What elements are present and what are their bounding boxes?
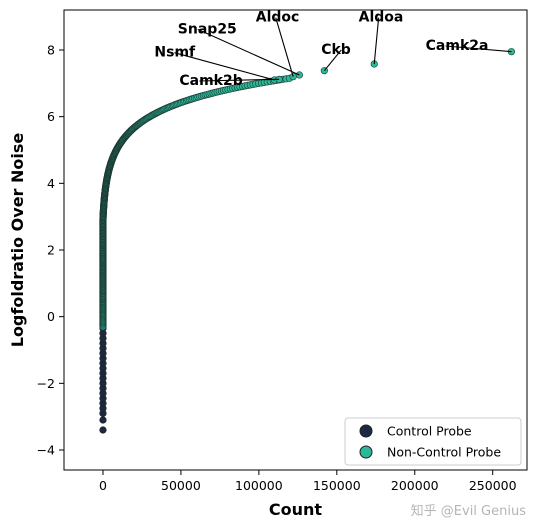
legend: Control Probe Non-Control Probe (344, 417, 522, 466)
gene-label: Aldoc (256, 10, 300, 26)
axes: 0 50000 100000 150000 200000 250000 −4 −2 0 2 4 6 8 C… (8, 9, 528, 519)
x-axis-title: Count (269, 500, 323, 519)
gene-label: Snap25 (178, 21, 237, 37)
y-tick-label: 4 (47, 176, 55, 191)
y-tick-label: −2 (37, 376, 55, 391)
annotations: Snap25 Aldoc Aldoa Nsmf Ckb Camk2a Camk2b (154, 10, 512, 89)
annotation-leader-line (174, 52, 275, 81)
gene-label: Camk2a (426, 38, 489, 54)
annotation-leader-line (445, 45, 512, 53)
legend-marker (359, 445, 373, 459)
legend-label: Non-Control Probe (387, 445, 501, 460)
gene-label: Nsmf (154, 45, 196, 61)
y-axis-title: Logfoldratio Over Noise (8, 133, 27, 348)
y-tick-label: 2 (47, 243, 55, 258)
control-probe-point (99, 426, 107, 434)
data-points (99, 48, 516, 434)
y-tick-label: −4 (37, 443, 55, 458)
legend-box (344, 417, 522, 466)
control-probe-point (99, 416, 107, 424)
x-tick-label: 250000 (469, 478, 517, 493)
legend-marker (359, 424, 373, 438)
annotation-leader-line (373, 17, 380, 65)
x-tick-label: 200000 (391, 478, 439, 493)
plot-frame (63, 9, 528, 471)
annotation-leader-line (323, 49, 342, 72)
y-tick-label: 6 (47, 109, 55, 124)
gene-label: Ckb (321, 42, 351, 58)
annotation-leader-line (197, 28, 300, 76)
annotation-leader-line (199, 78, 280, 82)
x-tick-label: 0 (99, 478, 107, 493)
x-tick-label: 100000 (235, 478, 283, 493)
y-tick-label: 0 (47, 309, 55, 324)
gene-label: Aldoa (359, 10, 404, 26)
legend-label: Control Probe (387, 424, 472, 439)
y-tick-label: 8 (47, 43, 55, 58)
watermark: 知乎 @Evil Genius (410, 504, 526, 519)
x-tick-label: 150000 (313, 478, 361, 493)
gene-label: Camk2b (179, 73, 242, 89)
non-control-probe-point (295, 71, 303, 79)
x-tick-label: 50000 (161, 478, 201, 493)
annotation-leader-line (275, 17, 294, 77)
